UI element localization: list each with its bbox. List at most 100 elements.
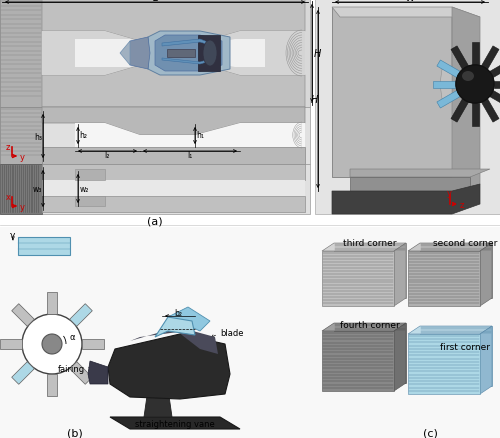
Text: second corner: second corner (433, 238, 497, 247)
Bar (315, 227, 500, 438)
Text: h₂: h₂ (79, 131, 87, 140)
Text: W: W (405, 0, 415, 3)
Polygon shape (155, 317, 195, 337)
Text: l₁: l₁ (188, 151, 192, 160)
Polygon shape (322, 331, 394, 391)
Polygon shape (408, 334, 480, 394)
Polygon shape (334, 323, 406, 383)
Polygon shape (482, 47, 499, 70)
Bar (0, 0, 42, 108)
Polygon shape (168, 307, 210, 331)
Text: blade: blade (220, 328, 244, 337)
Polygon shape (394, 244, 406, 306)
Polygon shape (70, 304, 92, 327)
Polygon shape (482, 99, 499, 123)
Polygon shape (490, 91, 500, 109)
Bar (315, 0, 500, 215)
Polygon shape (42, 165, 305, 180)
Polygon shape (408, 251, 480, 306)
Text: H: H (314, 49, 320, 59)
Bar (350, 177, 470, 200)
Text: (a): (a) (147, 216, 163, 226)
Polygon shape (70, 362, 92, 385)
Polygon shape (322, 244, 406, 251)
Polygon shape (472, 104, 478, 127)
Bar (0, 165, 310, 215)
Polygon shape (437, 91, 460, 109)
Polygon shape (322, 251, 394, 306)
Polygon shape (472, 43, 478, 66)
Text: (c): (c) (422, 428, 438, 438)
Polygon shape (452, 8, 480, 194)
Polygon shape (126, 38, 150, 70)
Text: z: z (6, 142, 10, 151)
Polygon shape (108, 334, 230, 399)
Polygon shape (42, 197, 305, 212)
Text: x: x (6, 192, 10, 201)
Ellipse shape (460, 69, 474, 81)
Polygon shape (350, 170, 490, 177)
Text: w₃: w₃ (32, 184, 42, 193)
Bar (0, 165, 42, 215)
Polygon shape (494, 81, 500, 88)
Polygon shape (110, 417, 240, 429)
Polygon shape (155, 36, 222, 72)
Text: y: y (20, 203, 24, 212)
Text: L: L (152, 0, 158, 3)
Polygon shape (334, 244, 406, 298)
Ellipse shape (456, 66, 494, 104)
Polygon shape (75, 124, 305, 148)
Polygon shape (480, 244, 492, 306)
Text: l₂: l₂ (104, 151, 110, 160)
Circle shape (42, 334, 62, 354)
Text: H: H (310, 95, 318, 105)
Text: fairing: fairing (58, 365, 85, 374)
Bar (0, 0, 310, 108)
Polygon shape (12, 362, 34, 385)
Polygon shape (42, 108, 305, 136)
Polygon shape (322, 323, 406, 331)
Polygon shape (440, 18, 452, 100)
Text: y: y (20, 153, 24, 162)
Ellipse shape (203, 41, 217, 67)
Polygon shape (82, 339, 104, 349)
Text: α: α (70, 332, 75, 341)
Polygon shape (75, 197, 105, 207)
Polygon shape (437, 61, 460, 78)
Polygon shape (42, 0, 305, 45)
Polygon shape (42, 148, 305, 165)
Polygon shape (148, 32, 230, 76)
Text: fourth corner: fourth corner (340, 320, 400, 329)
Circle shape (22, 314, 82, 374)
Polygon shape (394, 323, 406, 391)
Bar (18, 237, 70, 255)
Bar (42, 180, 305, 197)
Polygon shape (332, 8, 480, 18)
Polygon shape (162, 59, 210, 65)
Polygon shape (42, 32, 305, 76)
Text: b₂: b₂ (174, 308, 182, 317)
Text: h₁: h₁ (196, 131, 204, 140)
Text: first corner: first corner (440, 343, 490, 352)
Text: h₃: h₃ (34, 132, 42, 141)
Bar (0, 227, 315, 438)
Text: (b): (b) (67, 428, 83, 438)
Polygon shape (75, 170, 105, 180)
Bar (198, 36, 220, 72)
Polygon shape (130, 327, 218, 354)
Ellipse shape (462, 72, 474, 82)
Polygon shape (332, 184, 480, 215)
Polygon shape (162, 40, 210, 47)
Text: γ: γ (10, 230, 16, 239)
Polygon shape (88, 361, 108, 384)
Polygon shape (47, 374, 57, 396)
Polygon shape (42, 63, 305, 108)
Polygon shape (0, 339, 22, 349)
Text: z: z (460, 201, 464, 210)
Text: y: y (446, 189, 452, 198)
Polygon shape (12, 304, 34, 327)
Polygon shape (420, 326, 492, 386)
Text: w₂: w₂ (80, 184, 88, 193)
Bar (167, 50, 195, 58)
Polygon shape (480, 326, 492, 394)
